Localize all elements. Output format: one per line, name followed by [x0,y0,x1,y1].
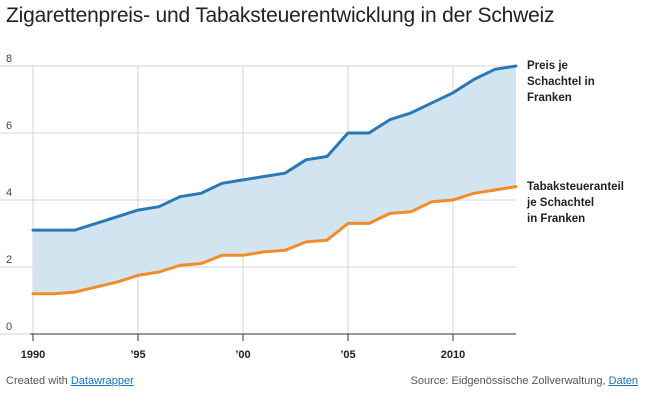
footer-source-prefix: Source: Eidgenössische Zollverwaltung, [410,375,606,387]
source-data-link[interactable]: Daten [608,375,638,387]
y-tick-label: 4 [6,187,12,199]
y-tick-label: 0 [6,321,12,333]
price-series-line [31,64,518,232]
series-label-tax: Tabaksteueranteil je Schachtel in Franken [527,179,647,227]
tax-series-line [31,185,518,296]
x-tick-label: ’05 [340,349,355,361]
series-label-line: in Franken [527,213,586,225]
y-tick-label: 8 [6,53,12,65]
x-tick-label: ’00 [235,349,250,361]
x-tick-label: 1990 [21,349,45,361]
x-tick-label: ’95 [130,349,145,361]
series-label-line: je Schachtel [527,197,595,209]
series-label-line: Tabaksteueranteil [527,181,624,193]
series-label-line: Schachtel in [527,76,595,88]
series-label-line: Preis je [527,60,568,72]
footer-source: Source: Eidgenössische Zollverwaltung, D… [411,375,638,387]
datawrapper-link[interactable]: Datawrapper [70,375,134,387]
y-tick-label: 2 [6,254,12,266]
footer-credit: Created with Datawrapper [6,375,134,387]
footer-credit-prefix: Created with [6,375,68,387]
series-label-price: Preis je Schachtel in Franken [527,58,647,106]
series-label-line: Franken [527,92,572,104]
x-tick-label: 2010 [441,349,465,361]
chart-title: Zigarettenpreis- und Tabaksteuerentwickl… [6,4,555,27]
y-tick-label: 6 [6,120,12,132]
band-fill-area [33,66,516,294]
